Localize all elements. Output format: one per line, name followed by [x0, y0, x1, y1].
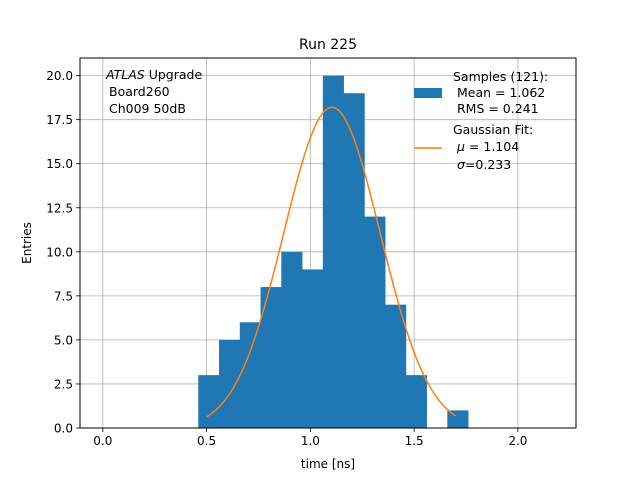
legend-gaussian-title: Gaussian Fit: [453, 122, 533, 137]
legend-mu-symbol: μ [456, 139, 465, 154]
x-axis-label: time [ns] [301, 457, 355, 471]
x-tick-label: 2.0 [508, 434, 527, 448]
legend-samples-rms: RMS = 0.241 [453, 101, 539, 116]
y-tick-label: 12.5 [46, 201, 73, 215]
histogram-bar [447, 410, 469, 428]
legend-sigma-value: =0.233 [465, 157, 511, 172]
annotation-line-1: ATLAS Upgrade [105, 67, 202, 82]
y-tick-label: 2.5 [54, 377, 73, 391]
annotation-line-3: Ch009 50dB [109, 101, 186, 116]
y-tick-label: 10.0 [46, 245, 73, 259]
y-tick-label: 0.0 [54, 422, 73, 436]
annotation-box: ATLAS Upgrade Board260 Ch009 50dB [105, 67, 202, 116]
gaussian-fit-curve [206, 106, 457, 418]
histogram-bar [364, 216, 386, 428]
legend-samples-swatch [414, 88, 442, 98]
y-tick-label: 7.5 [54, 289, 73, 303]
legend-gaussian-mu: μ = 1.104 [456, 139, 519, 154]
histogram-bar [322, 75, 344, 428]
axes-frame [79, 57, 577, 429]
x-tick-label: 1.5 [405, 434, 424, 448]
legend: Samples (121): Mean = 1.062 RMS = 0.241 … [414, 69, 548, 172]
annotation-upgrade: Upgrade [145, 67, 203, 82]
legend-sigma-symbol: σ [457, 157, 466, 172]
y-tick-label: 17.5 [46, 113, 73, 127]
x-tick-label: 0.5 [197, 434, 216, 448]
legend-samples-title: Samples (121): [453, 69, 548, 84]
x-axis-ticks: 0.0 0.5 1.0 1.5 2.0 [93, 428, 527, 448]
annotation-atlas: ATLAS [105, 67, 145, 82]
histogram-bar [281, 251, 303, 428]
x-tick-label: 0.0 [93, 434, 112, 448]
legend-mu-value: = 1.104 [465, 139, 519, 154]
y-tick-label: 5.0 [54, 333, 73, 347]
histogram-bar [239, 322, 261, 428]
histogram-bar [385, 304, 407, 428]
chart-title: Run 225 [299, 37, 357, 53]
histogram-bar [302, 269, 324, 428]
x-tick-label: 1.0 [301, 434, 320, 448]
legend-gaussian-sigma: σ=0.233 [457, 157, 511, 172]
histogram-bar [405, 375, 427, 428]
legend-samples-mean: Mean = 1.062 [453, 85, 545, 100]
y-tick-label: 20.0 [46, 69, 73, 83]
y-tick-label: 15.0 [46, 157, 73, 171]
histogram-bars [198, 75, 469, 428]
histogram-bar [198, 375, 220, 428]
histogram-bar [219, 339, 241, 428]
histogram-bar [260, 287, 282, 428]
histogram-bar [343, 93, 365, 428]
y-axis-ticks: 0.0 2.5 5.0 7.5 10.0 12.5 15.0 17.5 20.0 [46, 69, 80, 436]
y-axis-label: Entries [20, 222, 34, 264]
annotation-line-2: Board260 [109, 84, 170, 99]
